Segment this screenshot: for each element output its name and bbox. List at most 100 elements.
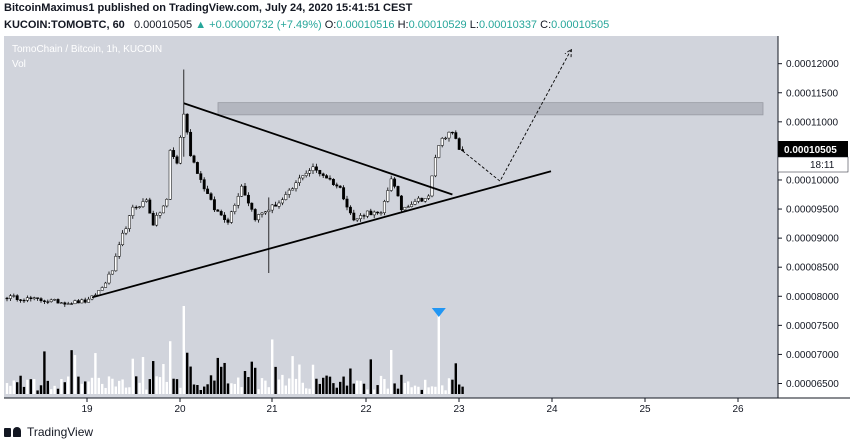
candle-body [369,210,373,216]
volume-bar [271,339,274,394]
volume-bar [376,385,379,394]
volume-bar [145,389,148,394]
candle-body [141,201,145,207]
candle-body [314,166,318,171]
candle-body [168,150,172,200]
candle-body [277,202,281,207]
price-tick-label: 0.00012000 [786,59,839,70]
volume-bar [396,388,400,394]
candle-body [223,214,227,220]
candle-body [73,300,77,305]
volume-bars [5,306,464,394]
volume-bar [36,390,39,394]
time-tick-label: 19 [81,404,93,415]
chart-pane[interactable]: TomoChain / Bitcoin, 1h, KUCOIN Vol 0.00… [0,36,850,422]
volume-bar [39,385,43,394]
candle-body [413,201,417,205]
volume-bar [454,363,457,394]
volume-bar [362,383,366,394]
price-tick-label: 0.00007500 [786,321,839,332]
volume-bar [230,383,233,394]
candle-body [114,256,118,272]
descending-trendline [183,102,453,196]
candle-body [461,149,465,151]
volume-bar [128,387,131,394]
candle-body [70,303,74,305]
candle-body [22,299,26,302]
candle-body [100,287,104,291]
volume-bar [349,368,352,394]
candle-body [359,215,363,219]
candle-body [253,209,257,221]
candle-body [280,199,284,204]
candle-body [110,270,114,275]
candle-body [304,172,308,176]
candle-body [219,211,223,216]
last-price-tag: 0.00010505 [784,145,837,156]
volume-bar [121,379,124,394]
volume-bar [182,306,185,394]
candle-body [36,297,40,299]
volume-bar [101,383,104,394]
volume-bar [373,389,376,394]
volume-bar [97,377,100,394]
price-tick-label: 0.00007000 [786,350,839,361]
symbol-line: KUCOIN:TOMOBTC, 60 0.00010505 ▲ +0.00000… [4,19,609,31]
candle-body [19,299,23,301]
volume-bar [260,378,264,394]
vol-label: Vol [12,59,26,70]
volume-bar [155,376,158,394]
volume-bar [213,380,216,394]
volume-bar [424,379,427,394]
volume-bar [223,362,226,394]
candle-body [246,194,250,204]
volume-bar [111,378,114,394]
candle-body [117,244,121,257]
volume-bar [352,383,355,394]
candle-body [195,162,199,174]
volume-bar [186,352,189,394]
candle-body [410,204,414,207]
h-label: H: [397,19,409,31]
annotations [91,48,572,317]
candle-body [189,131,193,157]
volume-bar [33,379,36,394]
projection-arrowhead [564,48,572,58]
candle-body [12,295,16,297]
volume-bar [131,358,134,394]
candle-body [250,202,254,210]
volume-bar [417,386,420,394]
candle-body [447,131,451,139]
candle-body [25,297,29,301]
candle-body [287,189,291,195]
volume-bar [237,377,240,394]
volume-bar [403,382,406,394]
volume-bar [308,388,311,394]
volume-bar [175,379,179,394]
volume-bar [240,387,243,394]
candle-body [199,173,203,180]
volume-bar [254,367,257,394]
candle-body [331,178,335,186]
volume-bar [104,387,107,394]
candle-body [311,166,315,171]
volume-bar [407,381,410,394]
volume-bar [379,375,383,394]
volume-bar [220,366,223,394]
volume-bar [257,389,260,394]
price-axis-ticks: 0.000120000.000115000.000110000.00010500… [778,59,839,390]
candle-body [131,206,135,216]
candle-body [389,178,393,191]
candle-body [46,301,50,303]
volume-bar [393,383,396,394]
volume-bar [434,386,437,394]
candle-body [270,204,274,211]
candle-body [175,156,179,164]
triangle-up-icon: ▲ [195,19,207,31]
volume-bar [284,385,287,394]
candle-body [457,138,461,150]
volume-bar [124,387,128,394]
volume-bar [80,383,83,394]
candle-body [80,299,84,304]
volume-bar [148,379,151,394]
